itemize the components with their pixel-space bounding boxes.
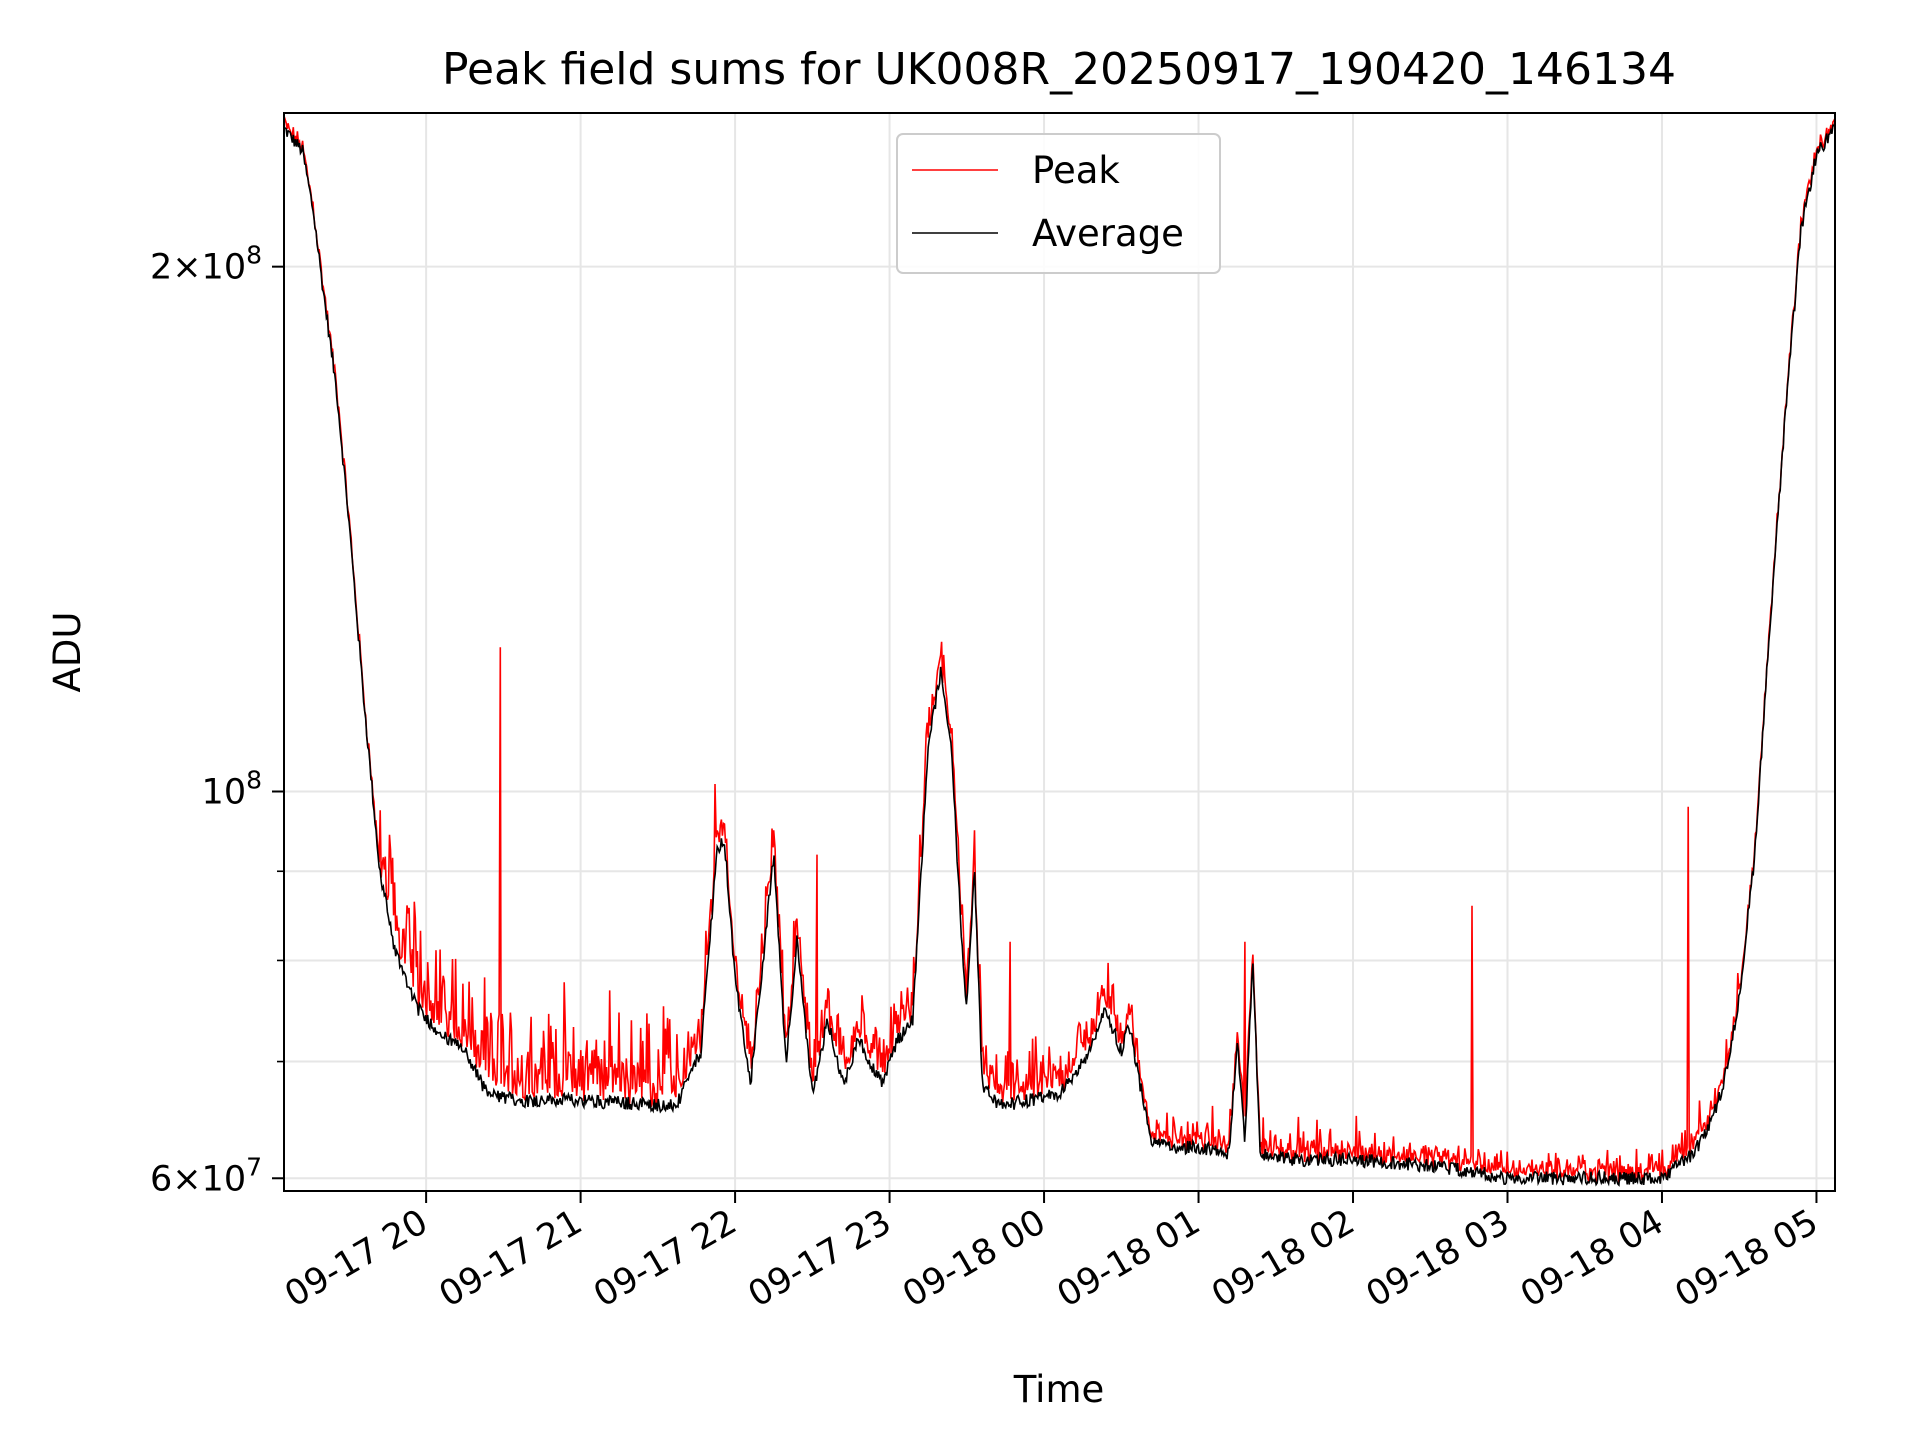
- legend-average-label: Average: [1032, 212, 1184, 255]
- y-tick-label: 2×108: [150, 241, 262, 288]
- y-tick-label: 6×107: [150, 1152, 262, 1199]
- series-layer: [283, 115, 1836, 1187]
- y-axis-label: ADU: [46, 612, 89, 693]
- legend-box: [896, 133, 1221, 274]
- series-peak-line: [283, 115, 1836, 1184]
- series-average-line: [283, 122, 1836, 1187]
- plot-frame: [283, 112, 1836, 1192]
- y-axis-ticks: 6×107 108 2×108: [150, 241, 284, 1199]
- chart-title: Peak field sums for UK008R_20250917_1904…: [442, 44, 1676, 95]
- legend: Peak Average: [896, 133, 1221, 274]
- legend-peak-label: Peak: [1032, 149, 1120, 192]
- x-axis-label: Time: [1013, 1368, 1105, 1411]
- y-tick-label: 108: [202, 765, 262, 812]
